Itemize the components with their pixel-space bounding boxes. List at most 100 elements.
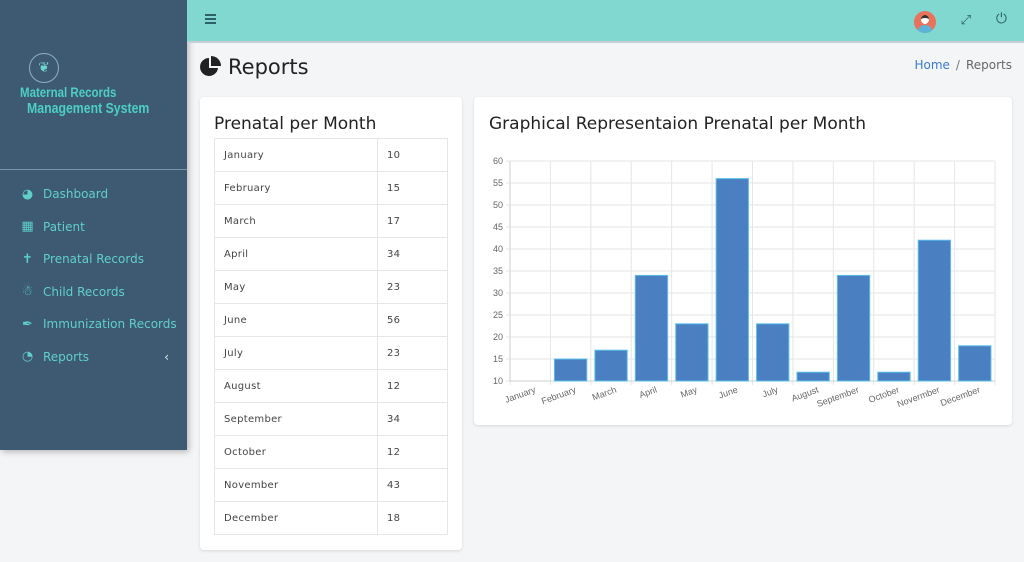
month-cell: March [214, 204, 378, 238]
y-tick-label: 15 [493, 354, 503, 364]
month-cell: January [214, 138, 378, 172]
month-cell: November [214, 468, 378, 502]
sidebar-item-patient[interactable]: ▦ Patient [0, 211, 187, 244]
table-row: September 34 [214, 402, 448, 436]
sidebar-item-label: Child Records [43, 284, 125, 299]
count-cell: 15 [377, 171, 448, 205]
table-card-title: Prenatal per Month [214, 114, 377, 134]
prenatal-bar-chart: 10 15 20 25 30 35 40 45 50 55 60 January February Mar… [493, 156, 996, 409]
x-tick-label: March [591, 384, 618, 402]
x-tick-label: May [679, 384, 699, 399]
count-cell: 34 [377, 402, 448, 436]
bar[interactable] [715, 178, 749, 382]
month-cell: February [214, 171, 378, 205]
syringe-icon: ✒ [22, 316, 33, 332]
x-tick-label: Novermber [896, 384, 941, 409]
prenatal-table-card: Prenatal per Month January 10 February 15 Ma… [200, 97, 462, 550]
table-row: June 56 [214, 303, 448, 337]
topbar: ⤢ ⏻ [187, 0, 1024, 43]
page-title-text: Reports [228, 55, 309, 79]
table-row: May 23 [214, 270, 448, 304]
x-tick-label: July [761, 384, 780, 399]
brand: ❦ Maternal Records Management System [0, 0, 187, 170]
y-tick-label: 50 [493, 200, 503, 210]
table-row: December 18 [214, 501, 448, 535]
child-icon: ✝ [22, 251, 33, 267]
sidebar-item-dashboard[interactable]: ◕ Dashboard [0, 178, 187, 211]
sidebar: ❦ Maternal Records Management System ◕ D… [0, 0, 187, 450]
month-cell: October [214, 435, 378, 469]
power-icon[interactable]: ⏻ [995, 11, 1007, 27]
y-tick-label: 55 [493, 178, 503, 188]
count-cell: 34 [377, 237, 448, 271]
count-cell: 43 [377, 468, 448, 502]
y-tick-label: 20 [493, 332, 503, 342]
chevron-left-icon[interactable]: ‹ [164, 349, 169, 364]
y-tick-label: 25 [493, 310, 503, 320]
month-cell: September [214, 402, 378, 436]
y-tick-label: 40 [493, 244, 503, 254]
x-tick-label: February [540, 384, 578, 406]
user-avatar[interactable] [914, 11, 936, 33]
prenatal-chart-card: Graphical Representaion Prenatal per Mon… [474, 97, 1012, 425]
hamburger-icon[interactable] [205, 14, 216, 24]
y-tick-label: 45 [493, 222, 503, 232]
sidebar-item-immunization-records[interactable]: ✒ Immunization Records [0, 308, 187, 341]
x-tick-label: September [815, 384, 860, 408]
table-row: October 12 [214, 435, 448, 469]
sidebar-item-label: Immunization Records [43, 317, 177, 332]
sidebar-nav: ◕ Dashboard ▦ Patient ✝ Prenatal Records… [0, 170, 187, 373]
bar[interactable] [917, 239, 952, 382]
count-cell: 23 [377, 270, 448, 304]
table-row: March 17 [214, 204, 448, 238]
sidebar-item-prenatal-records[interactable]: ✝ Prenatal Records [0, 243, 187, 276]
breadcrumb-home[interactable]: Home [914, 58, 950, 72]
month-cell: July [214, 336, 378, 370]
x-tick-label: April [638, 384, 658, 400]
breadcrumb-current: Reports [965, 58, 1012, 72]
brand-line2: Management System [27, 100, 150, 117]
bar[interactable] [634, 274, 669, 382]
y-tick-label: 30 [493, 288, 503, 298]
table-row: April 34 [214, 237, 448, 271]
sidebar-item-label: Prenatal Records [43, 252, 144, 267]
sidebar-item-child-records[interactable]: ☃ Child Records [0, 276, 187, 309]
count-cell: 12 [377, 369, 448, 403]
fetus-icon: ❦ [29, 53, 59, 83]
breadcrumb: Home / Reports [914, 58, 1012, 72]
month-cell: December [214, 501, 378, 535]
sidebar-item-label: Reports [43, 349, 90, 364]
y-tick-label: 10 [493, 376, 503, 386]
count-cell: 23 [377, 336, 448, 370]
chart-card-title: Graphical Representaion Prenatal per Mon… [489, 114, 866, 134]
chart-pie-icon: ◔ [21, 349, 34, 365]
sidebar-item-reports[interactable]: ◔ Reports ‹ [0, 341, 187, 374]
count-cell: 12 [377, 435, 448, 469]
count-cell: 18 [377, 501, 448, 535]
page-title: Reports [199, 55, 309, 79]
bar[interactable] [796, 371, 830, 382]
month-cell: August [214, 369, 378, 403]
bar[interactable] [675, 323, 709, 382]
bar[interactable] [594, 349, 628, 382]
table-row: January 10 [214, 138, 448, 172]
y-tick-label: 60 [493, 156, 503, 166]
month-cell: April [214, 237, 378, 271]
prenatal-table: January 10 February 15 March 17 April 34 May 23 Ju… [214, 138, 448, 535]
sidebar-item-label: Patient [43, 219, 85, 234]
bar[interactable] [756, 323, 790, 382]
brand-line1: Maternal Records [20, 84, 117, 100]
x-tick-label: January [503, 384, 537, 405]
expand-icon[interactable]: ⤢ [960, 13, 971, 28]
bar[interactable] [553, 358, 588, 382]
count-cell: 10 [377, 138, 448, 172]
x-tick-label: June [717, 384, 739, 400]
bar[interactable] [877, 371, 911, 382]
baby-icon: ☃ [21, 284, 34, 300]
bar[interactable] [958, 345, 992, 382]
chart-pie-icon [200, 56, 221, 76]
breadcrumb-separator: / [955, 58, 960, 72]
count-cell: 17 [377, 204, 448, 238]
month-cell: May [214, 270, 378, 304]
bar[interactable] [836, 274, 871, 382]
